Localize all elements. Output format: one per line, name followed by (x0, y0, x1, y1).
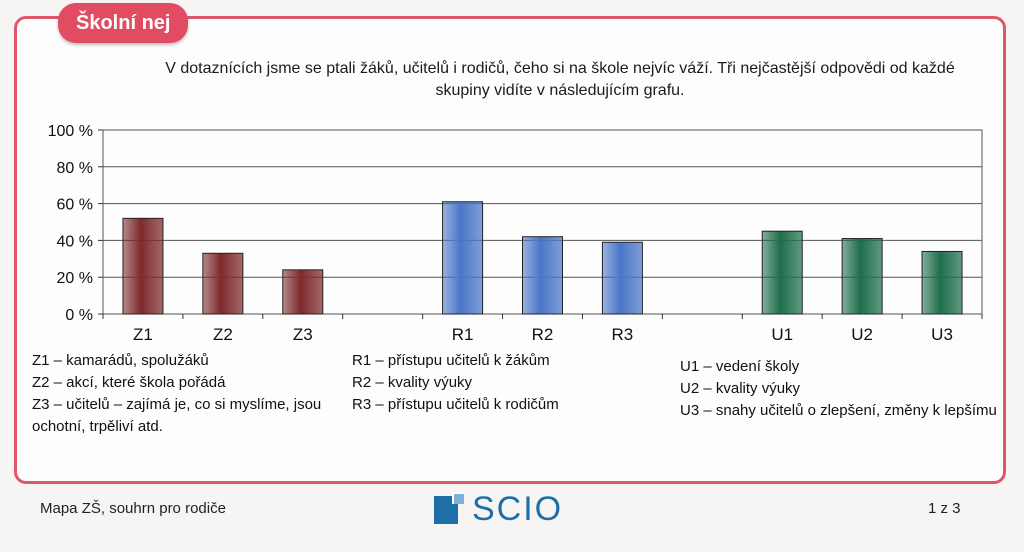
bar-u2 (841, 238, 883, 315)
x-tick-label-r1: R1 (452, 325, 474, 344)
legend-z: Z1 – kamarádů, spolužáků Z2 – akcí, kter… (32, 350, 321, 438)
legend-z3-cont: ochotní, trpěliví atd. (32, 418, 163, 435)
bar-r3 (601, 241, 643, 315)
legend-z3: Z3 – učitelů – zajímá je, co si myslíme,… (32, 396, 322, 413)
x-tick-label-z3: Z3 (293, 325, 313, 344)
legend-r: R1 – přístupu učitelů k žákům R2 – kvali… (352, 350, 559, 416)
bar-u3 (921, 250, 963, 315)
section-tab: Školní nej (58, 3, 189, 43)
x-tick-label-u1: U1 (771, 325, 793, 344)
legend-r2: R2 – kvality výuky (352, 374, 473, 391)
bar-z2 (202, 252, 244, 315)
bar-r2 (522, 236, 563, 315)
bar-r1 (442, 201, 484, 315)
legend-r3: R3 – přístupu učitelů k rodičům (352, 396, 559, 413)
x-tick-label-z2: Z2 (213, 325, 233, 344)
intro-text: V dotaznících jsme se ptali žáků, učitel… (165, 60, 955, 99)
x-tick-label-u2: U2 (851, 325, 873, 344)
bar-z3 (282, 269, 324, 315)
y-tick-label: 0 % (65, 307, 93, 324)
scio-logo-text: SCIO (472, 490, 564, 528)
legend-u1: U1 – vedení školy (680, 358, 800, 375)
scio-logo: SCIO (432, 492, 563, 526)
legend-z1: Z1 – kamarádů, spolužáků (32, 352, 209, 369)
bar-u1 (761, 230, 803, 315)
legend-u2: U2 – kvality výuky (680, 380, 801, 397)
scio-logo-icon (432, 492, 466, 526)
legend-z2: Z2 – akcí, které škola pořádá (32, 374, 226, 391)
x-tick-label-r2: R2 (532, 325, 554, 344)
page-number: 1 z 3 (928, 500, 961, 517)
footer-title: Mapa ZŠ, souhrn pro rodiče (40, 500, 226, 517)
legend-r1: R1 – přístupu učitelů k žákům (352, 352, 550, 369)
bar-z1 (122, 217, 164, 315)
legend-u: U1 – vedení školy U2 – kvality výuky U3 … (680, 356, 997, 422)
y-tick-label: 60 % (57, 197, 93, 214)
x-tick-label-r3: R3 (612, 325, 634, 344)
x-tick-label-u3: U3 (931, 325, 953, 344)
y-tick-label: 40 % (57, 233, 93, 250)
legend-u3: U3 – snahy učitelů o zlepšení, změny k l… (680, 402, 997, 419)
y-tick-label: 80 % (57, 160, 93, 177)
x-tick-label-z1: Z1 (133, 325, 153, 344)
y-tick-label: 100 % (48, 123, 93, 140)
content-frame (14, 16, 1006, 484)
y-tick-label: 20 % (57, 270, 93, 287)
